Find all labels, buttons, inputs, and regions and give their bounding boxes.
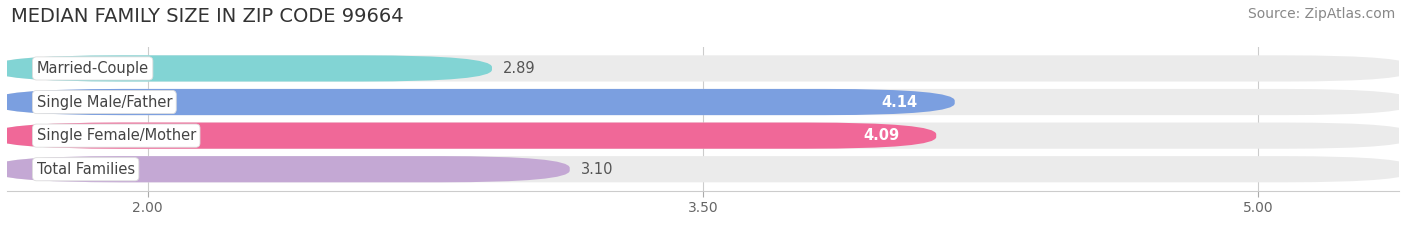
Text: Married-Couple: Married-Couple [37, 61, 149, 76]
Text: 3.10: 3.10 [581, 162, 613, 177]
Text: 4.14: 4.14 [882, 95, 918, 110]
Text: MEDIAN FAMILY SIZE IN ZIP CODE 99664: MEDIAN FAMILY SIZE IN ZIP CODE 99664 [11, 7, 404, 26]
Text: Single Male/Father: Single Male/Father [37, 95, 172, 110]
Text: 2.89: 2.89 [503, 61, 536, 76]
FancyBboxPatch shape [0, 123, 1406, 149]
FancyBboxPatch shape [0, 89, 955, 115]
FancyBboxPatch shape [0, 156, 1406, 182]
FancyBboxPatch shape [0, 156, 569, 182]
FancyBboxPatch shape [0, 55, 492, 82]
FancyBboxPatch shape [0, 55, 1406, 82]
Text: Single Female/Mother: Single Female/Mother [37, 128, 195, 143]
Text: Total Families: Total Families [37, 162, 135, 177]
FancyBboxPatch shape [0, 123, 936, 149]
Text: Source: ZipAtlas.com: Source: ZipAtlas.com [1247, 7, 1395, 21]
Text: 4.09: 4.09 [863, 128, 900, 143]
FancyBboxPatch shape [0, 89, 1406, 115]
